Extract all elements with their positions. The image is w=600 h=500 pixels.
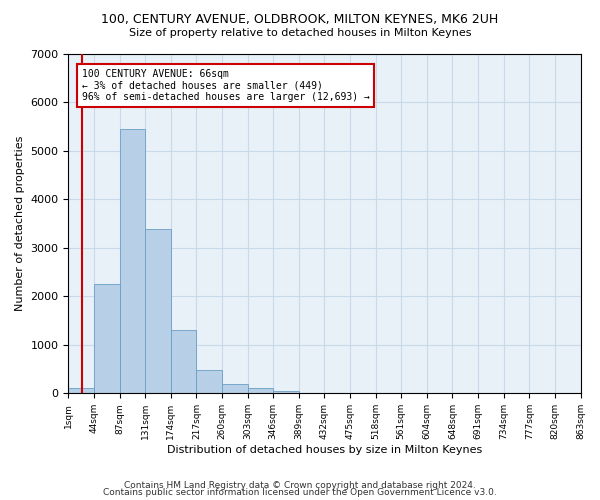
Text: 100 CENTURY AVENUE: 66sqm
← 3% of detached houses are smaller (449)
96% of semi-: 100 CENTURY AVENUE: 66sqm ← 3% of detach… <box>82 68 370 102</box>
Text: 100, CENTURY AVENUE, OLDBROOK, MILTON KEYNES, MK6 2UH: 100, CENTURY AVENUE, OLDBROOK, MILTON KE… <box>101 12 499 26</box>
Bar <box>94 284 119 394</box>
Bar <box>273 391 299 394</box>
Bar <box>119 129 145 394</box>
Bar <box>171 330 196 394</box>
X-axis label: Distribution of detached houses by size in Milton Keynes: Distribution of detached houses by size … <box>167 445 482 455</box>
Bar <box>196 370 222 394</box>
Y-axis label: Number of detached properties: Number of detached properties <box>15 136 25 312</box>
Bar <box>145 228 171 394</box>
Text: Contains HM Land Registry data © Crown copyright and database right 2024.: Contains HM Land Registry data © Crown c… <box>124 480 476 490</box>
Bar <box>222 384 248 394</box>
Text: Size of property relative to detached houses in Milton Keynes: Size of property relative to detached ho… <box>129 28 471 38</box>
Bar <box>68 388 94 394</box>
Bar <box>248 388 273 394</box>
Text: Contains public sector information licensed under the Open Government Licence v3: Contains public sector information licen… <box>103 488 497 497</box>
